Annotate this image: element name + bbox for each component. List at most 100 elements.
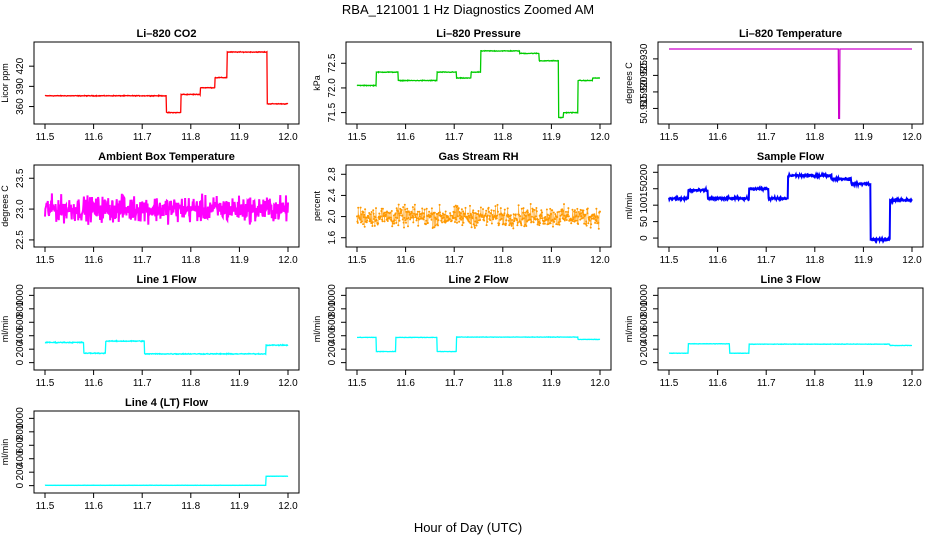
data-series [669, 48, 912, 119]
y-tick-label: 200 [639, 164, 650, 181]
data-series [44, 193, 289, 225]
panel-7: Line 1 Flow ml/min 11.5 11.6 11.7 11.8 11.9 12.… [0, 274, 300, 389]
x-tick-label: 11.6 [396, 255, 415, 266]
y-tick-label: 50.920 [639, 76, 650, 107]
y-axis-label: degrees C [0, 185, 10, 227]
y-tick-label: 200 [639, 340, 650, 357]
x-tick-label: 12.0 [902, 378, 922, 389]
x-tick-label: 11.8 [181, 255, 200, 266]
x-tick-label: 11.7 [445, 255, 464, 266]
x-tick-label: 11.9 [230, 255, 249, 266]
plot-frame [33, 164, 300, 248]
plot-frame [657, 287, 924, 371]
data-series [44, 475, 289, 487]
x-tick-label: 12.0 [590, 378, 610, 389]
x-tick-label: 11.5 [36, 132, 55, 143]
panel-8: Line 2 Flow ml/min 11.5 11.6 11.7 11.8 11.9 12.… [312, 274, 612, 389]
plot-frame [33, 410, 300, 494]
y-axis-label: ml/min [624, 193, 634, 220]
plot-frame [33, 41, 300, 125]
x-tick-label: 11.6 [396, 132, 415, 143]
data-line [668, 342, 912, 355]
panel-title: Gas Stream RH [438, 151, 518, 163]
y-tick-label: 800 [15, 300, 26, 317]
y-tick-label: 1000 [15, 407, 26, 430]
data-line [44, 193, 289, 225]
y-axis-label: ml/min [312, 316, 322, 343]
panel-title: Line 3 Flow [761, 274, 821, 286]
y-axis-label: kPa [312, 75, 322, 91]
y-tick-label: 600 [15, 436, 26, 453]
data-series [668, 342, 912, 355]
x-tick-label: 11.7 [133, 132, 152, 143]
x-tick-label: 11.9 [854, 132, 873, 143]
y-tick-label: 1000 [15, 284, 26, 307]
y-tick-label: 1.6 [327, 230, 338, 244]
x-tick-label: 11.8 [493, 378, 512, 389]
y-tick-label: 800 [327, 300, 338, 317]
y-tick-label: 1000 [327, 284, 338, 307]
panel-6: Sample Flow ml/min 11.5 11.6 11.7 11.8 11.9 12.… [624, 151, 924, 266]
x-tick-label: 11.7 [133, 255, 152, 266]
panel-2: Li–820 Pressure kPa 11.5 11.6 11.7 11.8 11.9 12… [312, 28, 612, 143]
panel-4: Ambient Box Temperature degrees C 11.5 11.6… [0, 151, 300, 266]
y-tick-label: 0 [15, 482, 26, 488]
x-tick-label: 11.7 [757, 255, 776, 266]
y-tick-label: 420 [15, 57, 26, 74]
plot-frame [657, 41, 924, 125]
y-tick-label: 400 [327, 327, 338, 344]
panel-title: Line 2 Flow [449, 274, 509, 286]
y-tick-label: 200 [327, 340, 338, 357]
panel-9: Line 3 Flow ml/min 11.5 11.6 11.7 11.8 11.9 12.… [624, 274, 924, 389]
data-line [44, 339, 289, 356]
y-tick-label: 2.8 [327, 167, 338, 181]
data-series [668, 171, 913, 245]
x-tick-label: 11.5 [36, 378, 55, 389]
y-tick-label: 800 [15, 423, 26, 440]
x-tick-label: 11.9 [854, 378, 873, 389]
data-line [44, 50, 289, 114]
x-tick-label: 12.0 [902, 132, 922, 143]
x-tick-label: 11.6 [708, 255, 727, 266]
x-tick-label: 11.5 [36, 255, 55, 266]
y-tick-label: 100 [639, 196, 650, 213]
data-series [356, 49, 600, 119]
figure-xlabel: Hour of Day (UTC) [414, 520, 522, 535]
x-tick-label: 12.0 [278, 378, 298, 389]
y-tick-label: 0 [639, 359, 650, 365]
y-tick-label: 0 [327, 359, 338, 365]
x-tick-label: 11.5 [36, 501, 55, 512]
x-tick-label: 11.8 [181, 132, 200, 143]
plot-frame [345, 287, 612, 371]
y-tick-label: 400 [15, 327, 26, 344]
plot-frame [345, 41, 612, 125]
panel-title: Li–820 Pressure [436, 28, 520, 40]
y-tick-label: 22.5 [15, 230, 26, 250]
x-tick-label: 11.7 [757, 132, 776, 143]
panel-5: Gas Stream RH percent 11.5 11.6 11.7 11.8 11.9… [312, 151, 612, 266]
x-tick-label: 11.5 [348, 255, 367, 266]
x-tick-label: 11.6 [396, 378, 415, 389]
x-tick-label: 11.6 [708, 132, 727, 143]
x-tick-label: 11.5 [660, 255, 679, 266]
x-tick-label: 11.7 [133, 378, 152, 389]
x-tick-label: 11.5 [660, 132, 679, 143]
y-axis-label: percent [312, 190, 322, 221]
x-tick-label: 11.7 [757, 378, 776, 389]
y-axis-label: Licor ppm [0, 63, 10, 103]
y-tick-label: 400 [15, 450, 26, 467]
x-tick-label: 12.0 [590, 255, 610, 266]
panel-3: Li–820 Temperature degrees C 11.5 11.6 11.7 1… [624, 28, 924, 143]
x-tick-label: 11.6 [84, 255, 103, 266]
y-tick-label: 400 [639, 327, 650, 344]
panel-title: Li–820 CO2 [137, 28, 197, 40]
x-tick-label: 11.9 [230, 132, 249, 143]
y-axis-label: degrees C [624, 62, 634, 104]
y-tick-label: 150 [639, 180, 650, 197]
x-tick-label: 12.0 [278, 255, 298, 266]
y-tick-label: 0 [639, 235, 650, 241]
x-tick-label: 11.8 [805, 378, 824, 389]
y-tick-label: 200 [15, 463, 26, 480]
x-tick-label: 12.0 [278, 132, 298, 143]
y-tick-label: 200 [15, 340, 26, 357]
